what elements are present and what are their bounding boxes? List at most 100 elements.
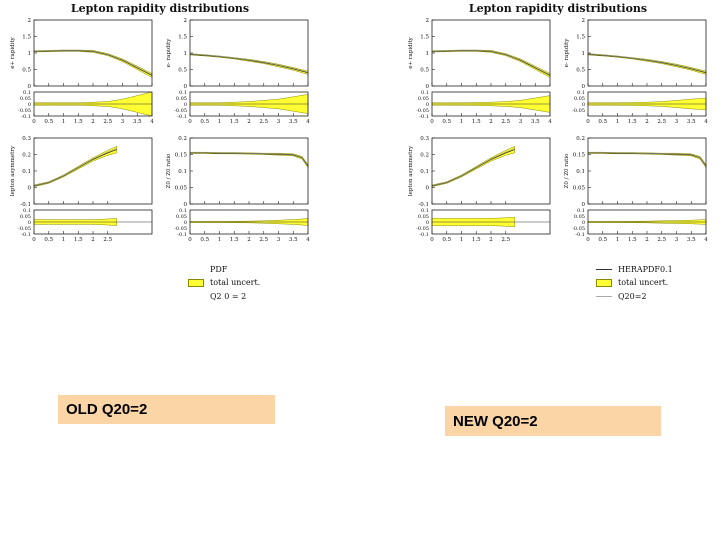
old-caption-box: OLD Q20=2: [58, 395, 275, 424]
y-tick-label: -0.1: [20, 202, 31, 208]
q2-curve: [587, 53, 707, 73]
x-tick-label: 3: [519, 119, 523, 125]
upper-frame: [431, 19, 551, 87]
y-tick-label: 0.1: [576, 169, 585, 175]
x-tick-label: 0: [586, 119, 590, 125]
ratio-tick-label: -0.1: [177, 232, 187, 238]
old-legend: PDF total uncert. Q2 0 = 2: [188, 265, 298, 305]
old-ratio-panel: 00.050.10.150.2Z0 / Z0 ratio-0.1-0.0500.…: [166, 136, 310, 243]
ratio-tick-label: 0.1: [421, 208, 429, 214]
uncertainty-band: [587, 53, 707, 75]
new-legend-label-q2: Q20=2: [618, 292, 647, 301]
x-tick-label: 2: [91, 237, 95, 243]
y-axis-label: e- rapidity: [166, 38, 172, 68]
x-tick-label: 3: [121, 119, 125, 125]
x-tick-label: 0.5: [44, 237, 53, 243]
ratio-tick-label: 0.1: [421, 90, 429, 96]
ratio-tick-label: 0: [426, 102, 429, 108]
x-tick-label: 1.5: [74, 119, 83, 125]
ratio-tick-label: -0.05: [18, 108, 31, 114]
ratio-tick-label: -0.05: [416, 226, 429, 232]
x-tick-label: 0: [430, 119, 434, 125]
x-tick-label: 2: [645, 119, 649, 125]
ratio-tick-label: 0: [28, 102, 31, 108]
ratio-tick-label: -0.1: [575, 232, 585, 238]
x-tick-label: 4: [306, 119, 310, 125]
ratio-tick-label: 0: [582, 102, 585, 108]
y-tick-label: 1: [184, 51, 188, 57]
ratio-tick-label: -0.1: [177, 114, 187, 120]
x-tick-label: 2.5: [103, 237, 112, 243]
upper-frame: [33, 19, 153, 87]
ratio-tick-label: -0.05: [572, 226, 585, 232]
y-tick-label: 0.2: [420, 153, 429, 159]
x-tick-label: 3: [675, 237, 679, 243]
ratio-tick-label: -0.1: [21, 232, 31, 238]
uncertainty-band: [33, 49, 153, 78]
new-legend-swatch-q2: [596, 296, 612, 297]
y-tick-label: 0.1: [420, 169, 429, 175]
q2-curve: [33, 147, 117, 186]
uncertainty-band: [431, 145, 515, 187]
x-tick-label: 4: [548, 119, 552, 125]
x-tick-label: 2: [489, 237, 493, 243]
ratio-tick-label: -0.05: [18, 226, 31, 232]
old-caption-text: OLD Q20=2: [66, 401, 148, 418]
ratio-tick-label: -0.05: [174, 226, 187, 232]
ratio-tick-label: 0.1: [577, 90, 585, 96]
x-tick-label: 3.5: [289, 119, 298, 125]
y-tick-label: 2: [582, 18, 586, 24]
old-figure: Lepton rapidity distributions 0 0.5 1 1.5 2 e…: [0, 0, 320, 320]
y-tick-label: 0.2: [22, 153, 31, 159]
y-tick-label: 0.3: [22, 136, 31, 142]
old-legend-label-uncert: total uncert.: [210, 278, 261, 287]
y-tick-label: 2: [426, 18, 430, 24]
x-tick-label: 0.5: [442, 237, 451, 243]
ratio-tick-label: -0.1: [21, 114, 31, 120]
y-tick-label: -0.1: [418, 202, 429, 208]
x-tick-label: 1.5: [74, 237, 83, 243]
y-tick-label: 0.2: [178, 136, 187, 142]
y-tick-label: 0: [426, 84, 430, 90]
x-tick-label: 3.5: [133, 119, 142, 125]
q2-curve: [189, 53, 309, 73]
x-tick-label: 1.5: [230, 237, 239, 243]
ratio-tick-label: 0.1: [23, 90, 31, 96]
ratio-tick-label: 0.05: [20, 96, 31, 102]
x-tick-label: 3: [277, 119, 281, 125]
y-tick-label: 0.5: [178, 68, 187, 74]
ratio-tick-label: 0.05: [176, 96, 187, 102]
y-axis-label: lepton asymmetry: [10, 145, 16, 196]
x-tick-label: 1.5: [472, 237, 481, 243]
old-legend-label-pdf: PDF: [210, 265, 228, 274]
uncertainty-band: [189, 53, 309, 75]
new-figure-title: Lepton rapidity distributions: [468, 2, 648, 15]
q2-curve: [190, 152, 309, 166]
ratio-tick-label: 0.05: [418, 214, 429, 220]
central-curve: [431, 50, 551, 76]
y-tick-label: 1: [426, 51, 430, 57]
q2-curve: [431, 50, 551, 75]
x-tick-label: 2.5: [657, 237, 666, 243]
y-axis-label: Z0 / Z0 ratio: [564, 153, 570, 189]
upper-frame: [587, 137, 707, 205]
x-tick-label: 3.5: [289, 237, 298, 243]
x-tick-label: 4: [704, 237, 708, 243]
ratio-tick-label: -0.1: [419, 114, 429, 120]
x-tick-label: 1: [616, 237, 620, 243]
y-axis-label: e- rapidity: [564, 38, 570, 68]
x-tick-label: 1: [62, 119, 66, 125]
x-tick-label: 4: [704, 119, 708, 125]
new-figure: Lepton rapidity distributions 0 0.5 1 1.5 2 e…: [398, 0, 718, 320]
ratio-tick-label: 0.05: [574, 96, 585, 102]
y-tick-label: 1.5: [420, 35, 429, 41]
ratio-tick-label: -0.1: [419, 232, 429, 238]
x-tick-label: 2: [645, 237, 649, 243]
x-tick-label: 3.5: [687, 119, 696, 125]
y-tick-label: 1: [582, 51, 586, 57]
new-legend-label-herapdf: HERAPDF0.1: [618, 265, 673, 274]
new-legend-entry-herapdf: HERAPDF0.1: [596, 265, 673, 274]
x-tick-label: 1: [460, 119, 464, 125]
x-tick-label: 3.5: [687, 237, 696, 243]
